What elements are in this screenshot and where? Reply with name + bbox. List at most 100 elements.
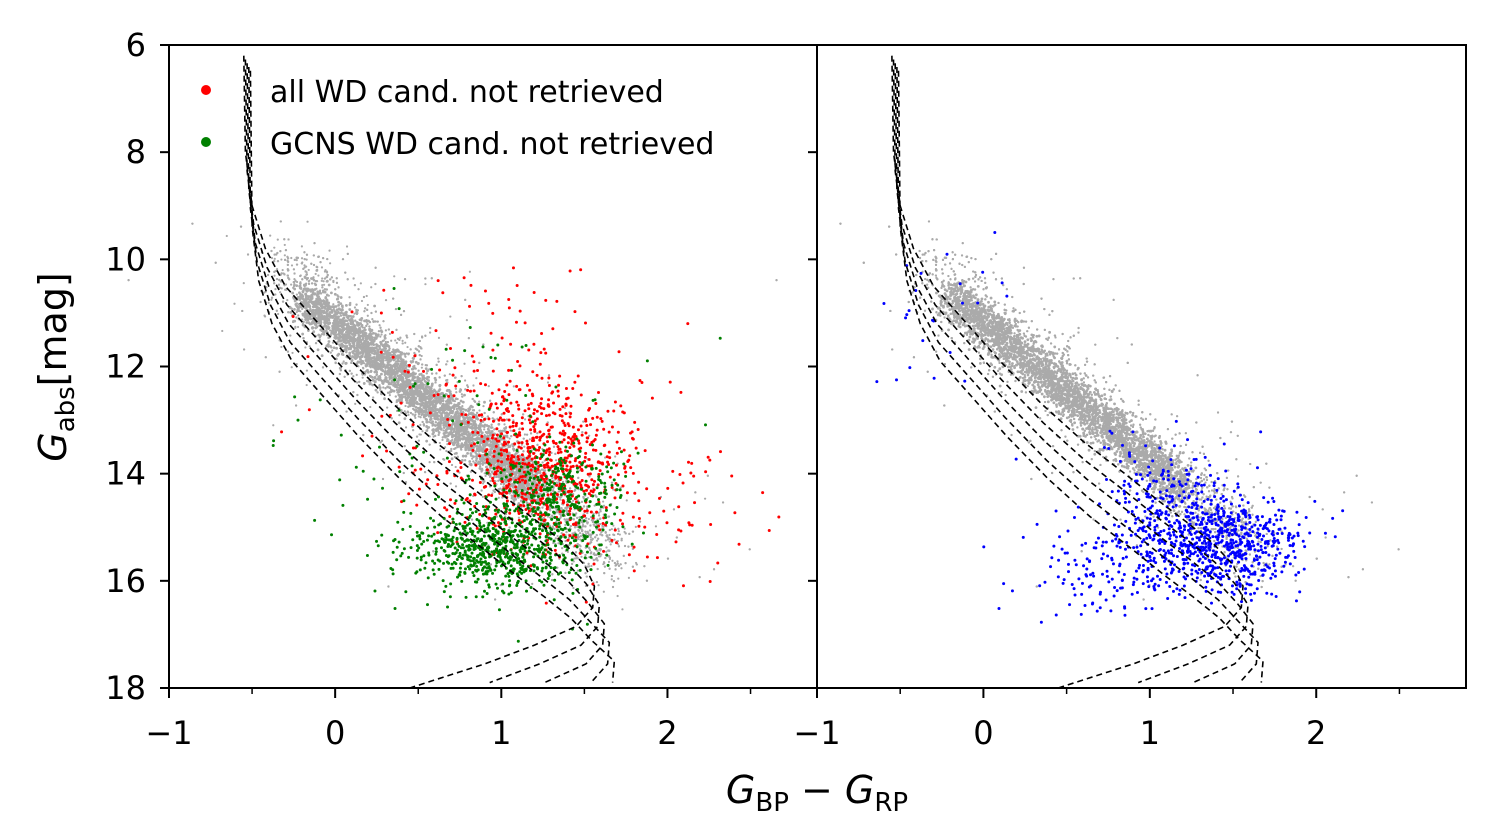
background-point [654, 525, 658, 528]
background-point [494, 598, 497, 601]
background-point [589, 552, 592, 555]
background-point [418, 373, 422, 376]
background-point [639, 520, 642, 523]
background-point [330, 276, 333, 279]
background-point [404, 426, 408, 429]
background-point [263, 314, 266, 317]
background-point [273, 282, 276, 285]
background-point [627, 576, 631, 580]
background-point [552, 489, 555, 492]
background-point [311, 282, 314, 285]
background-point [404, 412, 407, 415]
background-point [382, 320, 385, 323]
background-point [497, 422, 501, 426]
background-point [604, 456, 607, 459]
background-point [565, 531, 568, 534]
background-point [404, 341, 407, 344]
background-point [573, 526, 577, 529]
background-point [572, 518, 575, 521]
background-point [313, 242, 316, 245]
background-point [572, 499, 575, 502]
background-point [348, 369, 351, 372]
background-point [530, 513, 533, 516]
background-point [604, 556, 607, 560]
background-point [300, 257, 304, 260]
background-point [517, 516, 521, 519]
background-point [293, 287, 297, 291]
background-point [480, 489, 483, 492]
background-point [570, 562, 574, 565]
background-point [395, 360, 398, 363]
background-point [536, 443, 539, 446]
background-point [325, 288, 328, 291]
background-point [645, 579, 649, 582]
background-point [438, 376, 441, 379]
background-point [392, 389, 396, 393]
background-point [460, 393, 463, 396]
background-point [454, 432, 458, 435]
background-point [329, 278, 332, 281]
background-point [402, 471, 405, 475]
background-point [331, 349, 334, 352]
background-point [487, 385, 490, 388]
background-point [445, 363, 448, 366]
background-point [588, 546, 591, 549]
background-point [332, 303, 335, 306]
background-point [370, 286, 373, 289]
background-point [425, 372, 428, 375]
background-point [635, 563, 638, 566]
background-point [273, 260, 276, 263]
background-point [472, 460, 475, 463]
background-point [411, 413, 414, 416]
background-point [305, 253, 309, 256]
background-point [571, 532, 574, 535]
background-point [449, 315, 452, 318]
background-point [303, 251, 306, 254]
background-point [563, 406, 567, 410]
background-point [291, 291, 295, 295]
background-point [305, 369, 309, 372]
background-point [478, 409, 481, 412]
background-point [322, 257, 325, 260]
background-point [314, 272, 317, 276]
background-point [352, 391, 355, 394]
background-point [270, 298, 273, 301]
background-point [283, 238, 286, 241]
background-point [369, 405, 372, 409]
background-point [420, 354, 423, 358]
background-point [281, 300, 285, 303]
background-point [439, 448, 442, 451]
background-point [374, 310, 377, 313]
background-point [317, 255, 320, 258]
background-point [582, 420, 585, 423]
background-point [450, 449, 453, 453]
background-point [562, 535, 565, 539]
background-point [398, 360, 401, 363]
background-point [454, 376, 457, 379]
background-point [471, 457, 474, 460]
background-point [586, 521, 589, 524]
background-point [491, 417, 494, 420]
background-point [554, 537, 557, 540]
background-point [425, 364, 428, 367]
background-point [428, 443, 431, 446]
background-point [509, 429, 512, 432]
background-point [597, 555, 601, 558]
background-point [295, 404, 298, 407]
background-point [295, 280, 299, 284]
background-point [404, 355, 407, 358]
background-point [466, 384, 469, 387]
background-point [698, 576, 701, 579]
background-point [275, 309, 278, 312]
background-point [605, 546, 608, 549]
background-point [295, 259, 298, 262]
background-point [427, 426, 431, 429]
background-point [464, 298, 467, 301]
background-point [221, 329, 224, 333]
background-point [590, 519, 594, 522]
background-point [434, 434, 437, 437]
background-point [437, 360, 440, 363]
background-point [463, 362, 466, 365]
background-point [418, 339, 421, 343]
background-point [481, 482, 485, 485]
